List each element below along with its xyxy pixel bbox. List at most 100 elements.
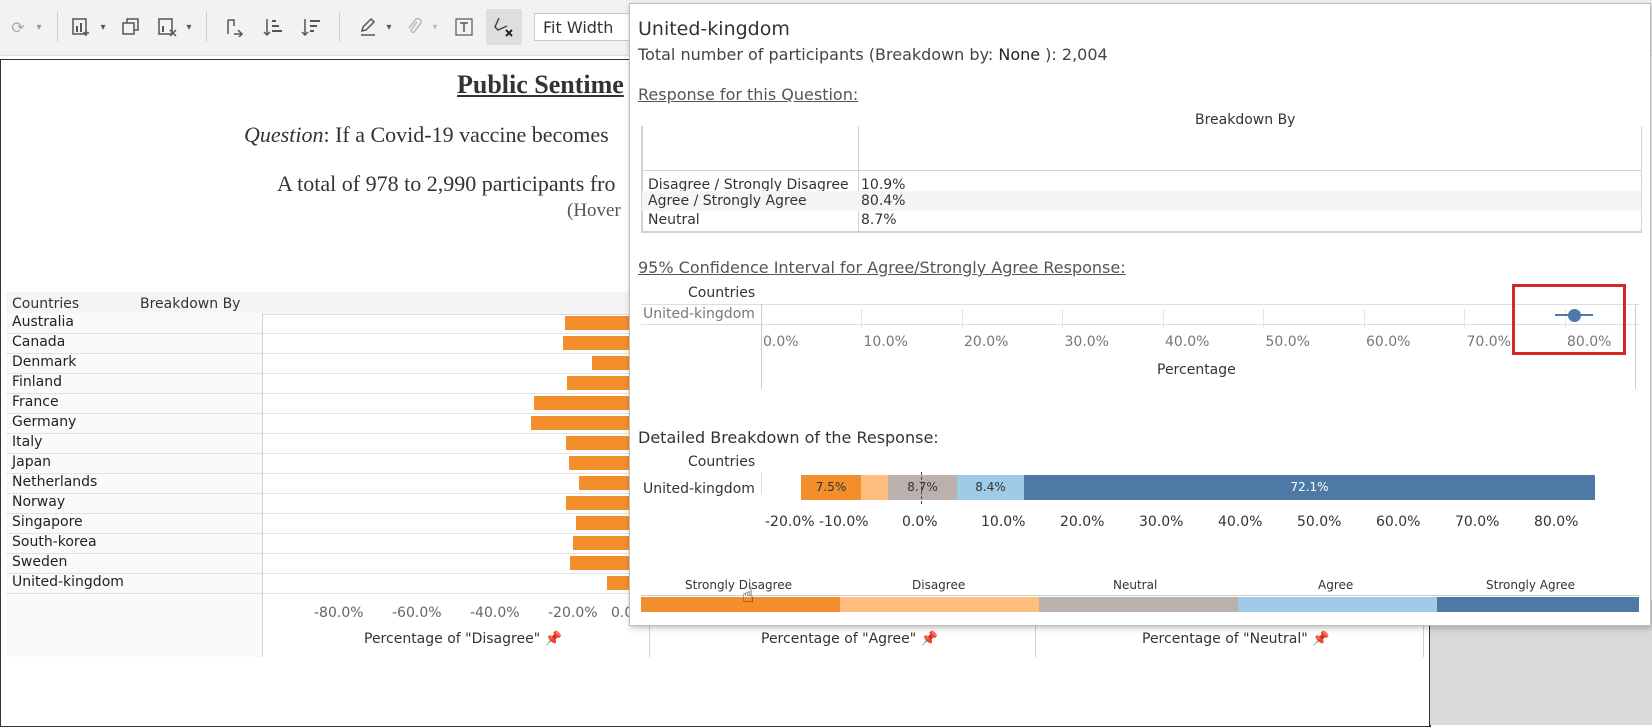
legend-swatch-strongly-disagree[interactable] — [641, 597, 840, 612]
detail-country: United-kingdom — [643, 481, 755, 497]
question-text: Question: If a Covid-19 vaccine becomes — [244, 122, 609, 148]
detail-tick-label: -10.0% — [819, 514, 869, 530]
detail-tick-label: 0.0% — [902, 514, 938, 530]
divider-line — [262, 593, 263, 657]
detail-tick-label: 60.0% — [1376, 514, 1421, 530]
ci-gridline — [1062, 309, 1063, 328]
legend-swatch-disagree[interactable] — [840, 597, 1039, 612]
axis-title-disagree[interactable]: Percentage of "Disagree" 📌 — [364, 631, 563, 647]
country-label: France — [12, 394, 59, 410]
question-label: Question — [244, 122, 324, 147]
detail-tick-label: 30.0% — [1139, 514, 1184, 530]
clear-sheet-icon[interactable] — [154, 14, 180, 40]
ci-tick-label: 0.0% — [763, 334, 799, 350]
add-chart-dropdown-icon[interactable]: ▾ — [100, 21, 106, 33]
response-label: Disagree / Strongly Disagree — [648, 177, 849, 193]
toolbar-divider — [57, 12, 58, 42]
disagree-bar[interactable] — [573, 536, 629, 550]
legend-label: Strongly Disagree — [685, 578, 793, 592]
table-border — [642, 231, 1641, 232]
ci-gridline — [861, 309, 862, 328]
refresh-icon[interactable]: ⟳ — [11, 17, 25, 37]
detail-tick-label: -20.0% — [765, 514, 815, 530]
table-row — [642, 191, 1641, 211]
segment-disagree[interactable] — [861, 475, 888, 500]
country-label: Italy — [12, 434, 43, 450]
toolbar-divider — [339, 12, 340, 42]
refresh-dropdown-icon[interactable]: ▾ — [36, 21, 42, 33]
clear-dropdown-icon[interactable]: ▾ — [186, 21, 192, 33]
response-value: 8.7% — [861, 212, 897, 228]
ci-countries-header: Countries — [688, 285, 756, 301]
highlight-dropdown-icon[interactable]: ▾ — [386, 21, 392, 33]
legend-line — [641, 595, 1639, 596]
segment-label: 72.1% — [1290, 480, 1329, 494]
ci-axis-title: Percentage — [1157, 362, 1236, 378]
disagree-bar[interactable] — [563, 336, 629, 350]
legend-swatch-strongly-agree[interactable] — [1437, 597, 1639, 612]
highlight-icon[interactable] — [356, 14, 380, 40]
axis-title-agree[interactable]: Percentage of "Agree" 📌 — [761, 631, 939, 647]
disagree-bar[interactable] — [579, 476, 629, 490]
ci-row-line — [641, 324, 1639, 325]
fit-width-select[interactable]: Fit Width — [534, 13, 644, 41]
ci-tick-label: 20.0% — [964, 334, 1009, 350]
clip-dropdown-icon[interactable]: ▾ — [432, 21, 438, 33]
disagree-bar[interactable] — [567, 376, 629, 390]
disagree-bar[interactable] — [569, 456, 629, 470]
country-label: Germany — [12, 414, 77, 430]
detail-tick-label: 10.0% — [981, 514, 1026, 530]
country-label: Netherlands — [12, 474, 98, 490]
countries-column — [6, 313, 262, 657]
disagree-bar[interactable] — [566, 436, 629, 450]
zero-line — [921, 472, 922, 504]
axis-title-neutral[interactable]: Percentage of "Neutral" 📌 — [1142, 631, 1330, 647]
add-chart-icon[interactable] — [68, 14, 94, 40]
response-label: Agree / Strongly Agree — [648, 193, 807, 209]
disagree-bar[interactable] — [566, 496, 629, 510]
highlight-box — [1512, 284, 1626, 355]
swap-axes-icon[interactable] — [222, 14, 248, 40]
disagree-bar[interactable] — [607, 576, 629, 590]
disagree-bar[interactable] — [576, 516, 629, 530]
table-border — [642, 170, 1641, 171]
ci-tick-label: 10.0% — [863, 334, 908, 350]
disagree-bar[interactable] — [570, 556, 629, 570]
legend-label: Strongly Agree — [1486, 578, 1576, 592]
response-value: 10.9% — [861, 177, 906, 193]
hand-cursor-icon: ☝ — [742, 583, 755, 607]
ci-estimate-point[interactable] — [1568, 309, 1581, 322]
legend-swatch-neutral[interactable] — [1039, 597, 1238, 612]
segment-agree[interactable]: 8.4% — [957, 475, 1024, 500]
disagree-bar[interactable] — [592, 356, 629, 370]
segment-strongly-disagree[interactable]: 7.5% — [801, 475, 861, 500]
disagree-bar[interactable] — [531, 416, 629, 430]
disagree-bar[interactable] — [565, 316, 629, 330]
ci-gridline — [961, 309, 963, 328]
clear-format-icon[interactable] — [486, 9, 522, 45]
sort-ascending-icon[interactable] — [260, 14, 286, 40]
tooltip-participants: Total number of participants (Breakdown … — [638, 45, 1108, 64]
disagree-bar[interactable] — [534, 396, 629, 410]
legend-swatch-agree[interactable] — [1238, 597, 1437, 612]
detail-countries-header: Countries — [688, 454, 756, 470]
response-value: 80.4% — [861, 193, 906, 209]
divider-line — [262, 313, 263, 657]
sort-descending-icon[interactable] — [298, 14, 324, 40]
country-label: Japan — [12, 454, 52, 470]
detail-tick-label: 50.0% — [1297, 514, 1342, 530]
clip-icon[interactable] — [402, 14, 426, 40]
duplicate-icon[interactable] — [118, 14, 144, 40]
text-icon[interactable] — [452, 14, 476, 40]
ci-gridline — [1363, 309, 1365, 328]
table-border — [642, 126, 643, 232]
dashboard-title: Public Sentime — [457, 70, 624, 99]
segment-label: 7.5% — [815, 480, 847, 494]
segment-strongly-agree[interactable]: 72.1% — [1024, 475, 1595, 500]
segment-neutral[interactable]: 8.7% — [888, 475, 957, 500]
response-table: Disagree / Strongly Disagree 10.9% Agree… — [641, 126, 1642, 233]
ci-tick-label: 80.0% — [1567, 334, 1612, 350]
breakdown-by-label: Breakdown By — [1195, 112, 1296, 128]
tooltip-panel: United-kingdom Total number of participa… — [629, 3, 1651, 626]
ci-gridline — [1162, 309, 1164, 328]
